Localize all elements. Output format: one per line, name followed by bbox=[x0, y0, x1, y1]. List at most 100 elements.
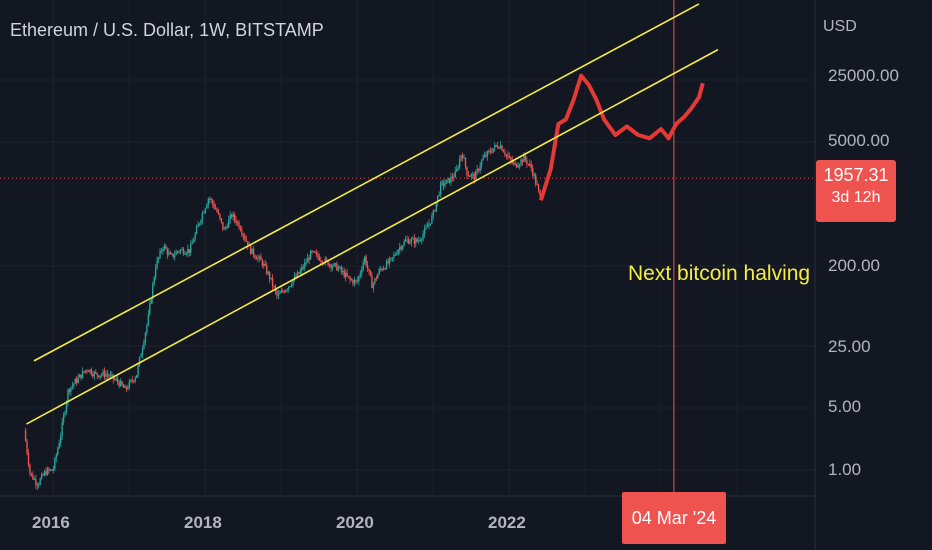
candle-body bbox=[387, 261, 389, 264]
candle-body bbox=[190, 244, 192, 253]
candle-body bbox=[146, 324, 148, 333]
candle-body bbox=[127, 388, 129, 390]
candle-body bbox=[43, 471, 46, 476]
candle-body bbox=[393, 254, 395, 258]
candle-body bbox=[74, 379, 76, 384]
candle-body bbox=[377, 274, 379, 279]
candle-body bbox=[188, 249, 190, 253]
candle-body bbox=[521, 159, 524, 162]
candle-body bbox=[247, 241, 249, 247]
y-tick-label: 200.00 bbox=[828, 256, 880, 275]
candle-body bbox=[280, 290, 283, 293]
candle-body bbox=[191, 242, 193, 245]
candle-body bbox=[185, 253, 188, 255]
candle-body bbox=[422, 233, 424, 240]
candle-body bbox=[384, 268, 386, 270]
candle-body bbox=[292, 280, 294, 285]
candle-body bbox=[469, 175, 471, 177]
candle-body bbox=[157, 257, 160, 260]
candle-body bbox=[396, 253, 398, 255]
channel-lower-line bbox=[26, 48, 719, 425]
candle-body bbox=[385, 261, 388, 269]
current-price-badge: 1957.31 3d 12h bbox=[816, 160, 896, 222]
candle-body bbox=[61, 422, 63, 436]
candle-body bbox=[225, 226, 227, 229]
candle-body bbox=[403, 241, 405, 246]
candle-body bbox=[328, 264, 331, 266]
candle-body bbox=[302, 267, 304, 269]
candle-body bbox=[530, 163, 532, 169]
candle-body bbox=[51, 469, 53, 471]
candle-body bbox=[372, 283, 375, 289]
candle-body bbox=[517, 166, 519, 168]
candle-body bbox=[182, 249, 185, 254]
candle-body bbox=[466, 166, 468, 176]
candle-body bbox=[62, 415, 65, 423]
candle-body bbox=[340, 266, 342, 272]
candle-body bbox=[339, 266, 341, 268]
candle-body bbox=[527, 163, 530, 165]
candle-body bbox=[156, 259, 158, 269]
y-tick-label: 5.00 bbox=[828, 397, 862, 416]
candle-body bbox=[437, 195, 439, 203]
candle-body bbox=[264, 264, 266, 266]
candle-body bbox=[260, 256, 262, 260]
candle-body bbox=[447, 178, 449, 180]
candle-body bbox=[160, 250, 163, 252]
candle-body bbox=[356, 280, 359, 282]
candle-body bbox=[400, 246, 402, 249]
candle-body bbox=[308, 257, 310, 260]
candle-body bbox=[152, 284, 154, 300]
candle-body bbox=[192, 240, 195, 243]
candle-body bbox=[207, 198, 209, 205]
candle-body bbox=[489, 150, 492, 153]
candle-body bbox=[242, 234, 245, 236]
candle-body bbox=[261, 259, 264, 266]
candle-body bbox=[35, 478, 37, 485]
candle-body bbox=[67, 389, 69, 402]
candle-body bbox=[312, 251, 315, 253]
candle-body bbox=[420, 239, 423, 241]
candle-body bbox=[255, 257, 258, 260]
candle-body bbox=[441, 182, 443, 184]
candle-body bbox=[526, 159, 528, 164]
candle-body bbox=[327, 260, 329, 266]
y-tick-label: 5000.00 bbox=[828, 131, 890, 150]
candle-body bbox=[432, 210, 435, 216]
candle-body bbox=[233, 214, 236, 220]
candle-body bbox=[321, 261, 323, 263]
candle-body bbox=[201, 213, 204, 221]
candle-body bbox=[428, 223, 430, 227]
candle-body bbox=[150, 299, 152, 304]
candle-body bbox=[344, 272, 347, 278]
candle-body bbox=[502, 150, 505, 153]
candle-body bbox=[102, 371, 104, 375]
candle-body bbox=[213, 203, 215, 208]
candle-body bbox=[55, 454, 57, 459]
candle-body bbox=[175, 251, 177, 255]
candle-body bbox=[171, 253, 173, 255]
candle-body bbox=[320, 260, 322, 262]
candle-body bbox=[442, 182, 445, 186]
candle-body bbox=[451, 176, 454, 179]
candle-body bbox=[226, 226, 228, 228]
candle-body bbox=[131, 379, 133, 381]
candle-body bbox=[457, 167, 459, 169]
candle-body bbox=[391, 257, 394, 259]
candle-body bbox=[58, 443, 60, 449]
candle-body bbox=[118, 381, 120, 387]
candle-body bbox=[178, 251, 180, 253]
candle-body bbox=[285, 290, 287, 293]
candle-body bbox=[299, 270, 302, 274]
candle-body bbox=[109, 374, 112, 377]
candle-body bbox=[325, 258, 328, 261]
candle-body bbox=[32, 474, 34, 480]
candle-body bbox=[362, 262, 364, 270]
candle-body bbox=[404, 240, 407, 242]
candle-body bbox=[130, 379, 132, 382]
candle-body bbox=[366, 265, 369, 269]
candle-body bbox=[375, 278, 378, 280]
candle-body bbox=[539, 190, 541, 196]
candle-body bbox=[159, 250, 161, 258]
